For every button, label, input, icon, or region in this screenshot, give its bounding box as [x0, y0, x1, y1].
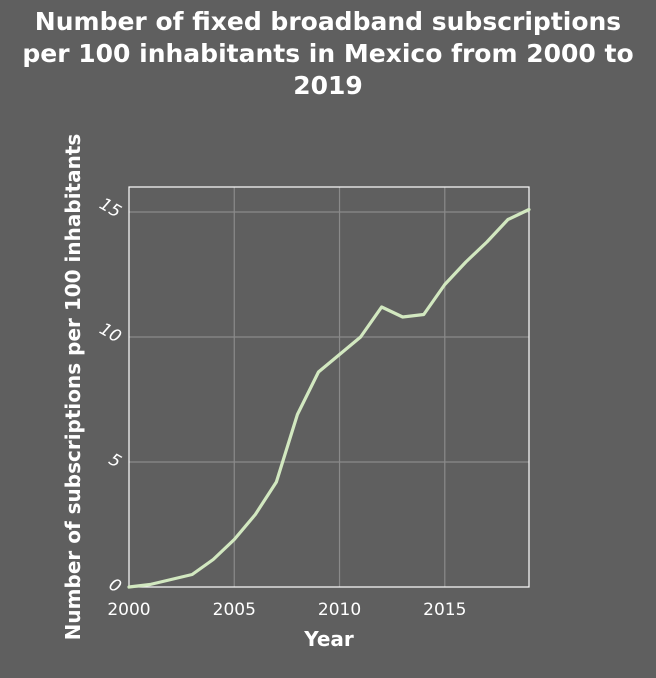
- grid-lines: [129, 187, 529, 587]
- series-line: [127, 207, 531, 589]
- y-tick-label: 0: [105, 575, 124, 598]
- y-tick-label: 10: [96, 319, 125, 347]
- x-tick-label: 2000: [107, 600, 150, 620]
- tick-labels: 2000 2005 2010 2015 0 5 10 15: [96, 194, 467, 620]
- data-series-group: [127, 207, 531, 589]
- chart-title-line-1: Number of fixed broadband subscriptions: [35, 7, 621, 36]
- y-axis-title: Number of subscriptions per 100 inhabita…: [61, 134, 85, 641]
- y-tick-label: 15: [96, 194, 125, 222]
- x-tick-label: 2005: [213, 600, 256, 620]
- x-axis-title: Year: [303, 627, 354, 651]
- chart-title-line-3: 2019: [293, 71, 363, 100]
- plot-frame: [128, 186, 530, 588]
- chart-title-line-2: per 100 inhabitants in Mexico from 2000 …: [22, 39, 633, 68]
- x-tick-label: 2015: [423, 600, 466, 620]
- y-tick-label: 5: [105, 450, 124, 473]
- x-tick-label: 2010: [318, 600, 361, 620]
